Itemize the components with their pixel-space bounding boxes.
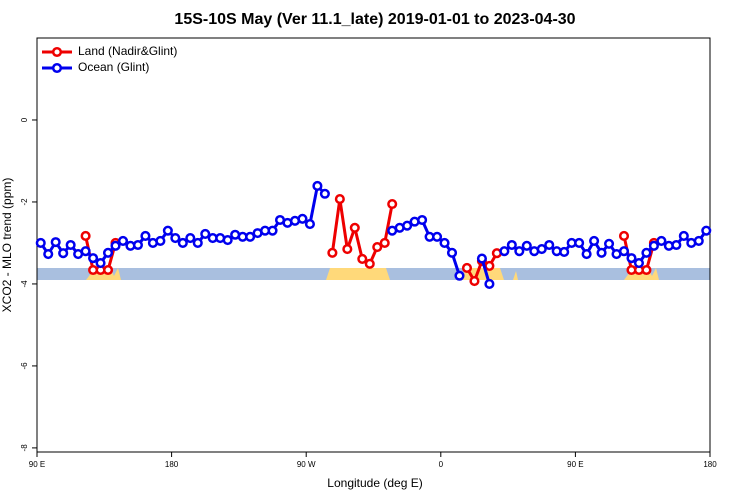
data-point (88, 253, 99, 264)
data-point (245, 231, 256, 242)
x-tick-label: 180 (703, 460, 717, 469)
data-point (185, 232, 196, 244)
data-point (506, 239, 517, 251)
data-point (342, 244, 353, 255)
data-point (312, 180, 323, 192)
data-point (50, 237, 61, 248)
data-point (521, 240, 532, 251)
data-point (80, 246, 91, 257)
y-tick-label: -2 (20, 198, 29, 206)
data-point (334, 194, 345, 205)
data-point (364, 258, 375, 269)
data-point (641, 264, 652, 276)
y-tick-label: -4 (20, 280, 29, 288)
data-point (484, 260, 495, 271)
data-point (80, 230, 91, 242)
data-point (102, 247, 114, 258)
data-point (461, 262, 473, 274)
data-point (349, 222, 360, 233)
data-point (417, 214, 428, 226)
data-point (327, 247, 338, 258)
x-axis-label: Longitude (deg E) (327, 476, 422, 490)
y-axis-label: XCO2 - MLO trend (ppm) (0, 178, 14, 313)
data-point (117, 235, 129, 246)
data-point (43, 248, 54, 260)
x-tick-label: 90 E (29, 460, 45, 469)
data-point (581, 248, 592, 260)
data-point (514, 246, 525, 257)
data-point (200, 228, 211, 239)
data-point (65, 239, 76, 251)
data-point (454, 270, 465, 281)
data-point (559, 246, 570, 258)
data-point (656, 235, 667, 246)
y-tick-label: 0 (20, 117, 29, 122)
data-point (678, 230, 689, 242)
data-point (626, 253, 637, 264)
data-point (618, 246, 630, 257)
data-point (469, 276, 480, 287)
legend-marker (51, 46, 63, 58)
data-point (671, 239, 682, 251)
legend-marker (51, 62, 63, 74)
data-point (379, 237, 390, 249)
data-point (267, 225, 278, 236)
data-point (192, 237, 203, 249)
data-point (162, 225, 173, 236)
legend-label: Ocean (Glint) (78, 60, 149, 74)
land-band (513, 271, 518, 280)
surface-background (37, 268, 710, 280)
data-point (95, 257, 106, 269)
data-point (102, 264, 114, 276)
data-point (372, 241, 383, 253)
x-tick-label: 180 (165, 460, 179, 469)
y-tick-label: -8 (20, 444, 29, 452)
data-point (132, 239, 143, 251)
x-tick-label: 0 (439, 460, 444, 469)
data-point (432, 231, 443, 242)
data-point (604, 238, 615, 249)
data-point (499, 246, 510, 257)
chart-title: 15S-10S May (Ver 11.1_late) 2019-01-01 t… (174, 11, 575, 28)
data-point (641, 247, 652, 258)
data-point (693, 235, 704, 246)
data-point (35, 237, 46, 249)
data-point (387, 198, 398, 210)
data-point (596, 247, 607, 258)
y-tick-label: -6 (20, 362, 29, 370)
data-point (574, 237, 585, 249)
data-point (589, 235, 600, 246)
data-point (222, 235, 233, 246)
data-point (170, 232, 181, 244)
data-point (618, 230, 630, 242)
data-point (476, 253, 487, 264)
data-point (633, 257, 645, 269)
data-point (304, 219, 315, 230)
data-point (155, 235, 166, 246)
data-point (701, 225, 712, 236)
legend-label: Land (Nadir&Glint) (78, 44, 177, 58)
data-point (177, 237, 188, 249)
data-point (536, 244, 547, 255)
data-point (140, 230, 151, 242)
land-band (326, 268, 390, 280)
data-point (357, 253, 368, 264)
data-point (484, 278, 495, 289)
data-point (402, 220, 413, 231)
data-point (648, 240, 659, 251)
data-point (297, 213, 308, 224)
data-point (319, 188, 330, 199)
data-point (110, 240, 121, 251)
x-tick-label: 90 E (567, 460, 583, 469)
data-point (446, 247, 458, 258)
data-point (439, 237, 450, 249)
data-point (544, 239, 555, 251)
data-point (58, 248, 69, 259)
x-tick-label: 90 W (297, 460, 316, 469)
